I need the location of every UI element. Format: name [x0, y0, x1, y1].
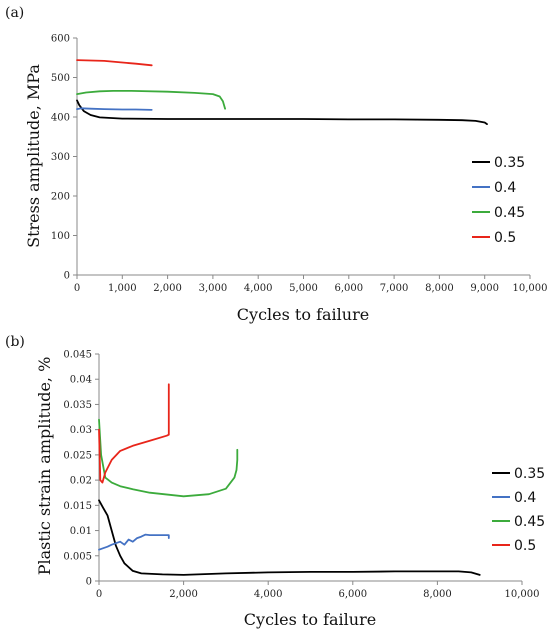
legend-label: 0.45: [514, 514, 545, 530]
y-tick-label: 0.02: [70, 476, 92, 487]
y-tick-label: 0.03: [70, 425, 92, 436]
legend-label: 0.35: [514, 466, 545, 482]
x-tick-label: 2,000: [153, 283, 182, 294]
x-tick-label: 7,000: [380, 283, 409, 294]
series-line-0.5: [76, 59, 153, 67]
legend-label: 0.45: [494, 205, 525, 221]
y-tick-label: 0: [86, 577, 92, 588]
legend-label: 0.35: [494, 155, 525, 171]
y-tick-label: 500: [51, 73, 70, 84]
panel-label: (a): [5, 5, 24, 21]
x-tick-label: 2,000: [169, 589, 198, 600]
panel-label: (b): [5, 334, 25, 350]
y-tick-label: 200: [51, 192, 70, 203]
x-tick-label: 6,000: [334, 283, 363, 294]
y-tick-label: 0.04: [70, 375, 92, 386]
series-line-0.4: [98, 533, 170, 551]
series-line-0.35: [98, 499, 481, 576]
series-line-0.45: [76, 90, 227, 110]
series-line-0.4: [76, 107, 153, 111]
x-tick-label: 6,000: [338, 589, 367, 600]
y-tick-label: 0.025: [63, 450, 92, 461]
y-tick-label: 0.015: [63, 501, 92, 512]
x-tick-label: 9,000: [470, 283, 499, 294]
x-tick-label: 8,000: [425, 283, 454, 294]
y-axis-title: Stress amplitude, MPa: [24, 64, 43, 248]
y-tick-label: 0: [64, 271, 70, 282]
y-tick-label: 300: [51, 152, 70, 163]
y-tick-label: 0.035: [63, 400, 92, 411]
series-line-0.35: [76, 99, 488, 125]
x-tick-label: 10,000: [505, 589, 540, 600]
x-tick-label: 0: [96, 589, 102, 600]
chart-panel-b: (b) 0 2,000 4,000 6,000 8,000 10,000 0 0.005 0.01…: [5, 334, 545, 629]
y-axis-title: Plastic strain amplitude, %: [35, 357, 54, 576]
series-line-0.45: [98, 418, 239, 498]
y-tick-label: 0.01: [70, 526, 92, 537]
y-tick-label: 400: [51, 113, 70, 124]
x-tick-label: 0: [74, 283, 80, 294]
x-axis-title: Cycles to failure: [237, 305, 369, 324]
legend-label: 0.5: [514, 538, 536, 554]
x-tick-label: 4,000: [254, 589, 283, 600]
legend-label: 0.4: [514, 490, 536, 506]
legend-label: 0.4: [494, 180, 516, 196]
y-tick-label: 100: [51, 231, 70, 242]
series-line-0.5: [98, 383, 170, 484]
y-tick-label: 0.005: [63, 551, 92, 562]
x-axis-title: Cycles to failure: [244, 610, 376, 629]
x-tick-label: 3,000: [199, 283, 228, 294]
chart-panel-a: (a) 0 1,000 2,000 3,000 4,000 5,000 6,000 7,000 8…: [5, 5, 548, 324]
x-tick-label: 8,000: [423, 589, 452, 600]
y-tick-label: 0.045: [63, 350, 92, 361]
x-tick-label: 10,000: [513, 283, 548, 294]
y-tick-label: 600: [51, 34, 70, 45]
legend-label: 0.5: [494, 230, 516, 246]
x-tick-label: 1,000: [108, 283, 137, 294]
x-tick-label: 5,000: [289, 283, 318, 294]
x-tick-label: 4,000: [244, 283, 273, 294]
